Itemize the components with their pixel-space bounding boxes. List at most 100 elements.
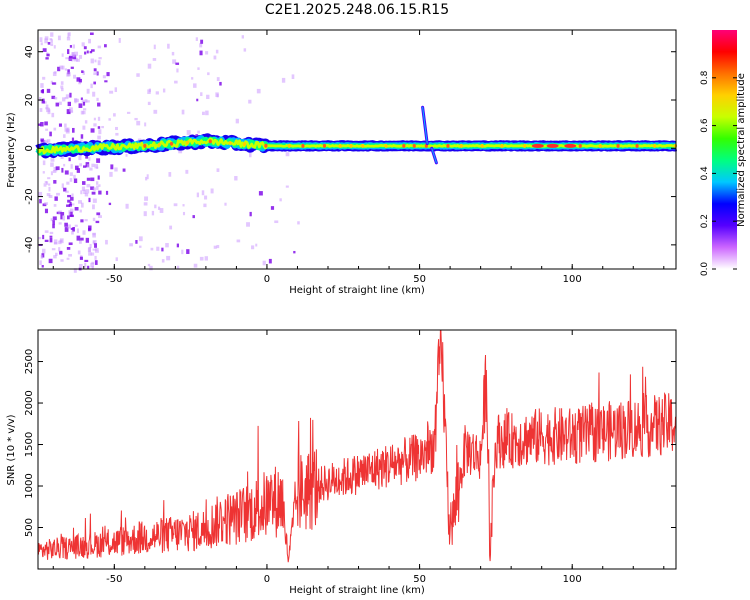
spectrogram-noise-cell bbox=[153, 109, 158, 114]
spectrogram-frame bbox=[37, 29, 677, 270]
spectrogram-noise-cell bbox=[210, 188, 214, 194]
spectrogram-noise-cell bbox=[126, 111, 131, 114]
spectrogram-noise-cell bbox=[197, 130, 200, 134]
spectrogram-noise-cell bbox=[90, 83, 93, 89]
snr-y-tick-label: 2500 bbox=[24, 349, 35, 374]
spectrogram-noise-cell bbox=[102, 75, 106, 79]
spectrogram-peak bbox=[402, 143, 406, 148]
spectrogram-noise-cell bbox=[181, 249, 184, 255]
spectrogram-noise-cell bbox=[82, 230, 86, 235]
spectrogram-noise-cell bbox=[71, 193, 74, 198]
spectrogram-noise-cell bbox=[97, 135, 101, 140]
spectrogram-noise-cell bbox=[125, 203, 129, 209]
spectrogram-y-tick-label: 0 bbox=[24, 145, 35, 151]
spectrogram-noise-cell bbox=[88, 252, 92, 256]
spectrogram-noise-cell bbox=[66, 257, 70, 260]
spectrogram-noise-cell bbox=[49, 131, 52, 137]
spectrogram-band bbox=[34, 105, 680, 165]
spectrogram-noise-cell bbox=[80, 110, 84, 115]
snr-x-label: Height of straight line (km) bbox=[289, 585, 425, 596]
spectrogram-noise-cell bbox=[67, 32, 70, 38]
spectrogram-noise-cell bbox=[270, 206, 275, 210]
spectrogram-noise-cell bbox=[45, 181, 49, 185]
spectrogram-noise-cell bbox=[173, 203, 178, 207]
spectrogram-noise-cell bbox=[52, 216, 57, 221]
spectrogram-noise-cell bbox=[52, 71, 57, 77]
snr-y-tick-label: 1000 bbox=[24, 473, 35, 498]
spectrogram-noise-cell bbox=[80, 190, 83, 195]
spectrogram-noise-cell bbox=[84, 51, 87, 55]
spectrogram-noise-cell bbox=[98, 129, 102, 135]
spectrogram-noise-cell bbox=[98, 190, 102, 195]
snr-y-tick-label: 1500 bbox=[24, 432, 35, 457]
spectrogram-noise-cell bbox=[157, 206, 161, 210]
colorbar-tick-label: 0.8 bbox=[700, 70, 710, 85]
spectrogram-noise-cell bbox=[206, 94, 210, 100]
spectrogram-noise-cell bbox=[115, 257, 118, 262]
spectrogram-noise-cell bbox=[69, 92, 72, 98]
spectrogram-noise-cell bbox=[274, 220, 279, 224]
spectrogram-noise-cell bbox=[50, 43, 54, 47]
spectrogram-noise-cell bbox=[63, 187, 67, 192]
spectrogram-noise-cell bbox=[105, 239, 108, 245]
spectrogram-noise-cell bbox=[91, 191, 96, 195]
spectrogram-peak bbox=[480, 143, 484, 148]
spectrogram-noise-cell bbox=[109, 90, 114, 94]
spectrogram-noise-cell bbox=[38, 236, 42, 240]
spectrogram-noise-cell bbox=[135, 240, 138, 244]
spectrogram-noise-cell bbox=[138, 236, 143, 242]
snr-line bbox=[37, 329, 677, 563]
spectrogram-noise-cell bbox=[94, 59, 97, 63]
spectrogram-noise-cell bbox=[71, 52, 75, 58]
spectrogram-noise-cell bbox=[82, 181, 86, 185]
spectrogram-noise-cell bbox=[62, 97, 66, 102]
spectrogram-noise-cell bbox=[146, 174, 149, 180]
spectrogram-noise-cell bbox=[216, 244, 220, 249]
spectrogram-noise-cell bbox=[66, 109, 71, 114]
spectrogram-peak bbox=[446, 143, 450, 148]
spectrogram-noise-cell bbox=[134, 117, 138, 121]
spectrogram-noise-cell bbox=[172, 59, 177, 64]
spectrogram-noise-cell bbox=[114, 87, 118, 93]
spectrogram-noise-cell bbox=[39, 97, 42, 102]
spectrogram-noise-cell bbox=[98, 184, 101, 187]
spectrogram-noise-cell bbox=[89, 243, 92, 249]
spectrogram-noise-cell bbox=[248, 99, 252, 104]
spectrogram-noise-cell bbox=[40, 140, 45, 143]
spectrogram-noise-cell bbox=[144, 122, 147, 127]
spectrogram-peak bbox=[322, 143, 327, 148]
spectrogram-peak bbox=[264, 143, 268, 148]
spectrogram-noise-cell bbox=[153, 44, 156, 50]
spectrogram-noise-cell bbox=[57, 66, 61, 72]
spectrogram-noise-cell bbox=[93, 68, 97, 72]
spectrogram-noise-cell bbox=[143, 202, 148, 206]
spectrogram-noise-cell bbox=[50, 158, 55, 162]
spectrogram-noise-cell bbox=[42, 160, 46, 166]
spectrogram-noise-cell bbox=[78, 155, 82, 161]
spectrogram-noise-cell bbox=[39, 37, 43, 42]
spectrogram-noise-cell bbox=[93, 117, 96, 121]
spectrogram-noise-cell bbox=[171, 51, 175, 56]
spectrogram-noise-cell bbox=[96, 212, 101, 216]
spectrogram-noise-cell bbox=[90, 186, 95, 190]
spectrogram-noise-cell bbox=[79, 78, 82, 83]
snr-x-tick-label: 0 bbox=[264, 574, 270, 585]
spectrogram-noise-cell bbox=[66, 36, 71, 41]
spectrogram-noise-cell bbox=[92, 91, 96, 97]
spectrogram-noise-cell bbox=[70, 164, 73, 169]
spectrogram-noise-cell bbox=[61, 167, 64, 173]
spectrogram-y-tick-label: 40 bbox=[24, 45, 35, 58]
spectrogram-noise-cell bbox=[49, 231, 54, 235]
spectrogram-peak bbox=[242, 142, 247, 147]
spectrogram-noise-cell bbox=[59, 250, 63, 255]
spectrogram-noise-cell bbox=[47, 109, 51, 115]
spectrogram-noise-cell bbox=[44, 230, 49, 233]
spectrogram-noise-cell bbox=[68, 32, 71, 37]
spectrogram-noise-cell bbox=[251, 245, 255, 250]
spectrogram-noise-cell bbox=[49, 237, 53, 243]
spectrogram-noise-cell bbox=[40, 121, 44, 127]
spectrogram-noise-cell bbox=[145, 176, 148, 181]
spectrogram-noise-cell bbox=[202, 111, 205, 116]
spectrogram-noise-cell bbox=[207, 72, 210, 76]
spectrogram-peak bbox=[578, 143, 582, 148]
